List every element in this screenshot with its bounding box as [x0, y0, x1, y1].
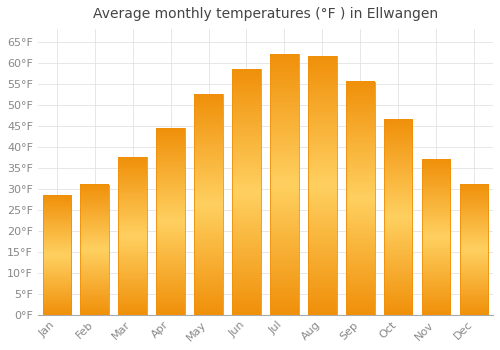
Bar	[346, 82, 374, 315]
Bar	[156, 128, 185, 315]
Bar	[80, 184, 109, 315]
Bar	[384, 119, 412, 315]
Bar	[308, 56, 336, 315]
Bar	[422, 159, 450, 315]
Bar	[460, 184, 488, 315]
Bar	[118, 157, 147, 315]
Title: Average monthly temperatures (°F ) in Ellwangen: Average monthly temperatures (°F ) in El…	[93, 7, 438, 21]
Bar	[42, 195, 71, 315]
Bar	[194, 94, 223, 315]
Bar	[270, 54, 298, 315]
Bar	[232, 69, 260, 315]
